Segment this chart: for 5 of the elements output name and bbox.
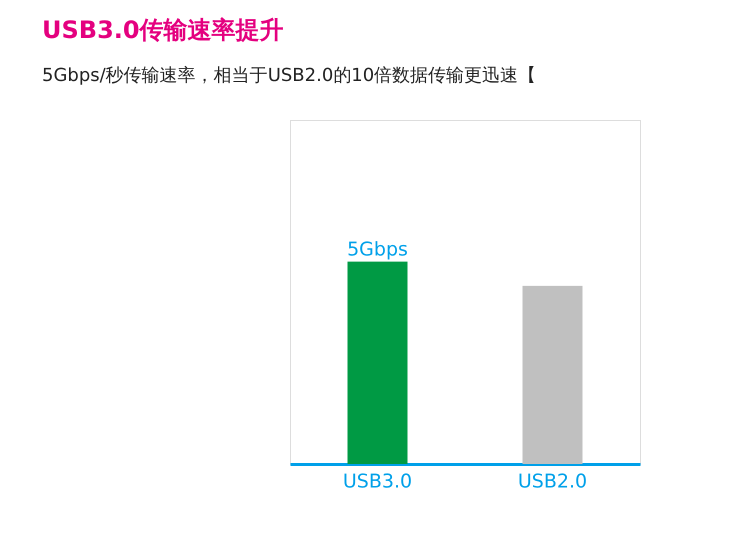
x-tick-label: USB2.0 [518,470,588,492]
chart-title: USB3.0传输速率提升 [42,16,284,44]
chart-subtitle: 5Gbps/秒传输速率，相当于USB2.0的10倍数据传输更迅速【 [42,65,536,86]
x-tick-label: USB3.0 [342,470,412,492]
data-label: 5Gbps [347,238,408,261]
